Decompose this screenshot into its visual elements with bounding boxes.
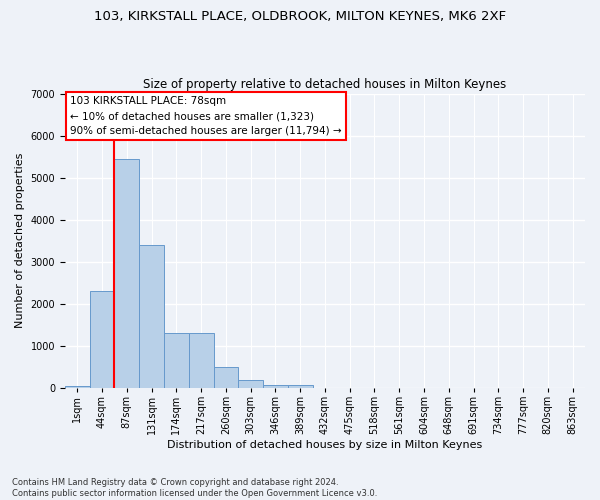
Text: 103 KIRKSTALL PLACE: 78sqm
← 10% of detached houses are smaller (1,323)
90% of s: 103 KIRKSTALL PLACE: 78sqm ← 10% of deta… bbox=[70, 96, 342, 136]
Bar bbox=[139, 245, 164, 388]
Bar bbox=[288, 385, 313, 388]
Bar bbox=[89, 292, 115, 388]
Text: 103, KIRKSTALL PLACE, OLDBROOK, MILTON KEYNES, MK6 2XF: 103, KIRKSTALL PLACE, OLDBROOK, MILTON K… bbox=[94, 10, 506, 23]
Bar bbox=[189, 334, 214, 388]
Bar bbox=[65, 386, 89, 388]
Text: Contains HM Land Registry data © Crown copyright and database right 2024.
Contai: Contains HM Land Registry data © Crown c… bbox=[12, 478, 377, 498]
Bar bbox=[164, 334, 189, 388]
Bar bbox=[115, 159, 139, 388]
Bar bbox=[214, 367, 238, 388]
X-axis label: Distribution of detached houses by size in Milton Keynes: Distribution of detached houses by size … bbox=[167, 440, 482, 450]
Title: Size of property relative to detached houses in Milton Keynes: Size of property relative to detached ho… bbox=[143, 78, 506, 91]
Bar bbox=[263, 384, 288, 388]
Bar bbox=[238, 380, 263, 388]
Y-axis label: Number of detached properties: Number of detached properties bbox=[15, 153, 25, 328]
